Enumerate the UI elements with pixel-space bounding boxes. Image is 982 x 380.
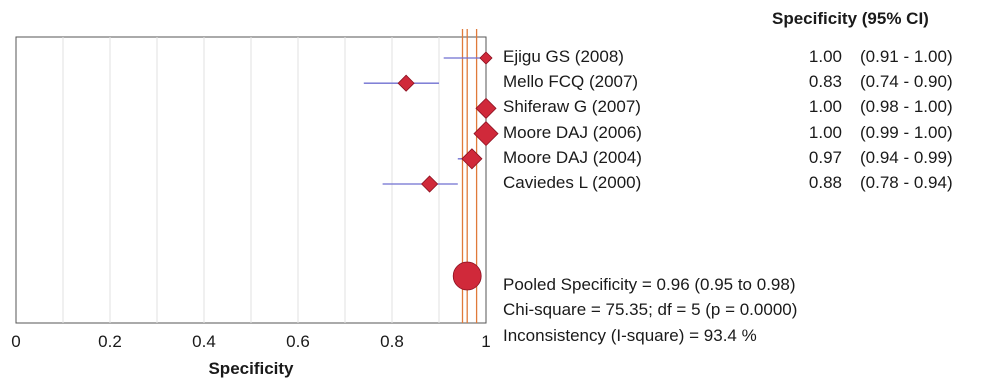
study-ci: (0.74 - 0.90) — [860, 72, 953, 92]
study-name: Caviedes L (2000) — [503, 173, 642, 192]
chi-square-text: Chi-square = 75.35; df = 5 (p = 0.0000) — [503, 300, 798, 319]
study-name: Mello FCQ (2007) — [503, 72, 639, 92]
study-marker — [421, 175, 439, 193]
study-ci: (0.91 - 1.00) — [860, 47, 953, 66]
study-marker — [475, 97, 497, 119]
study-value: 0.88 — [808, 173, 842, 192]
study-name: Shiferaw G (2007) — [503, 97, 641, 117]
study-marker — [473, 121, 499, 147]
x-tick-label: 0.8 — [380, 332, 404, 351]
study-marker — [397, 74, 415, 92]
x-tick-label: 0.2 — [98, 332, 122, 351]
study-value: 0.83 — [808, 72, 842, 92]
grid-lines — [62, 37, 440, 323]
pooled-marker-group — [452, 261, 482, 291]
x-tick-label: 0 — [11, 332, 20, 351]
study-ci: (0.98 - 1.00) — [860, 97, 953, 117]
pooled-specificity-text: Pooled Specificity = 0.96 (0.95 to 0.98) — [503, 275, 796, 294]
x-axis-label: Specificity — [208, 359, 294, 378]
study-value: 1.00 — [808, 47, 842, 66]
study-ci: (0.99 - 1.00) — [860, 122, 953, 142]
study-name: Moore DAJ (2006) — [503, 122, 642, 142]
column-header: Specificity (95% CI) — [772, 9, 929, 28]
study-value: 0.97 — [808, 147, 842, 167]
pooled-marker — [452, 261, 482, 291]
study-value: 1.00 — [808, 97, 842, 117]
x-tick-label: 0.4 — [192, 332, 216, 351]
x-tick-label: 0.6 — [286, 332, 310, 351]
inconsistency-text: Inconsistency (I-square) = 93.4 % — [503, 326, 757, 345]
study-marker — [461, 148, 483, 170]
study-name: Ejigu GS (2008) — [503, 47, 624, 66]
x-tick-label: 1 — [481, 332, 490, 351]
study-ci: (0.94 - 0.99) — [860, 147, 953, 167]
study-marker — [479, 51, 493, 65]
study-name: Moore DAJ (2004) — [503, 147, 642, 167]
study-ci: (0.78 - 0.94) — [860, 173, 953, 192]
study-value: 1.00 — [808, 122, 842, 142]
x-tick-labels: 0 0.2 0.4 0.6 0.8 1 — [11, 332, 490, 351]
study-markers — [397, 51, 499, 193]
